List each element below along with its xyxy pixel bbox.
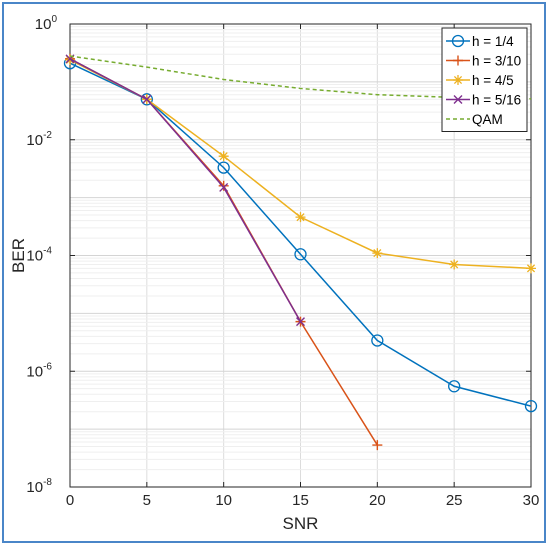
y-tick-label: 100 (35, 14, 58, 33)
y-tick-label: 10-2 (26, 130, 52, 149)
data-point (449, 259, 460, 270)
series-line (69, 58, 302, 323)
axes: 0 5 10 15 20 25 30 100 10-2 10-4 10-6 10-8 (26, 14, 539, 509)
legend-entry: h = 5/16 (446, 93, 521, 108)
data-point (218, 151, 229, 162)
x-tick-label: 5 (143, 492, 151, 509)
legend-marker (453, 55, 463, 66)
data-point (526, 263, 536, 274)
data-point (448, 380, 461, 393)
data-point (217, 161, 230, 174)
y-tick-label: 10-6 (26, 361, 52, 380)
legend-label: QAM (472, 112, 503, 127)
legend-entry: h = 4/5 (446, 73, 514, 88)
legend-marker (451, 34, 465, 48)
data-point (140, 93, 153, 106)
data-point (372, 440, 383, 451)
legend-label: h = 5/16 (472, 93, 521, 108)
x-tick-label: 0 (66, 492, 74, 509)
data-point (294, 248, 307, 261)
legend-marker (453, 75, 463, 85)
legend-entry: QAM (446, 112, 503, 127)
x-tick-label: 15 (292, 492, 309, 509)
y-tick-label: 10-8 (26, 477, 52, 496)
data-point (142, 94, 152, 104)
y-axis-label: BER (9, 238, 28, 273)
data-point (65, 54, 75, 65)
x-axis-label: SNR (283, 514, 319, 533)
series-h-5-16 (65, 54, 305, 327)
legend-entry: h = 3/10 (446, 54, 521, 69)
data-point (371, 334, 384, 347)
data-point (372, 248, 383, 259)
x-tick-label: 30 (523, 492, 540, 509)
data-point (296, 317, 305, 327)
legend-entry: h = 1/4 (446, 34, 514, 49)
y-tick-label: 10-4 (26, 246, 52, 265)
data-point (524, 399, 538, 413)
data-point (219, 182, 229, 192)
legend-marker (453, 95, 463, 104)
legend-label: h = 4/5 (472, 73, 514, 88)
legend-label: h = 1/4 (472, 34, 514, 49)
x-tick-label: 20 (369, 492, 386, 509)
x-tick-label: 10 (215, 492, 232, 509)
x-tick-label: 25 (446, 492, 463, 509)
data-point (295, 212, 306, 223)
legend: h = 1/4 h = 3/10 h = 4/5 h = 5/16 QAM (441, 27, 528, 132)
data-point (218, 180, 229, 191)
legend-label: h = 3/10 (472, 54, 521, 69)
